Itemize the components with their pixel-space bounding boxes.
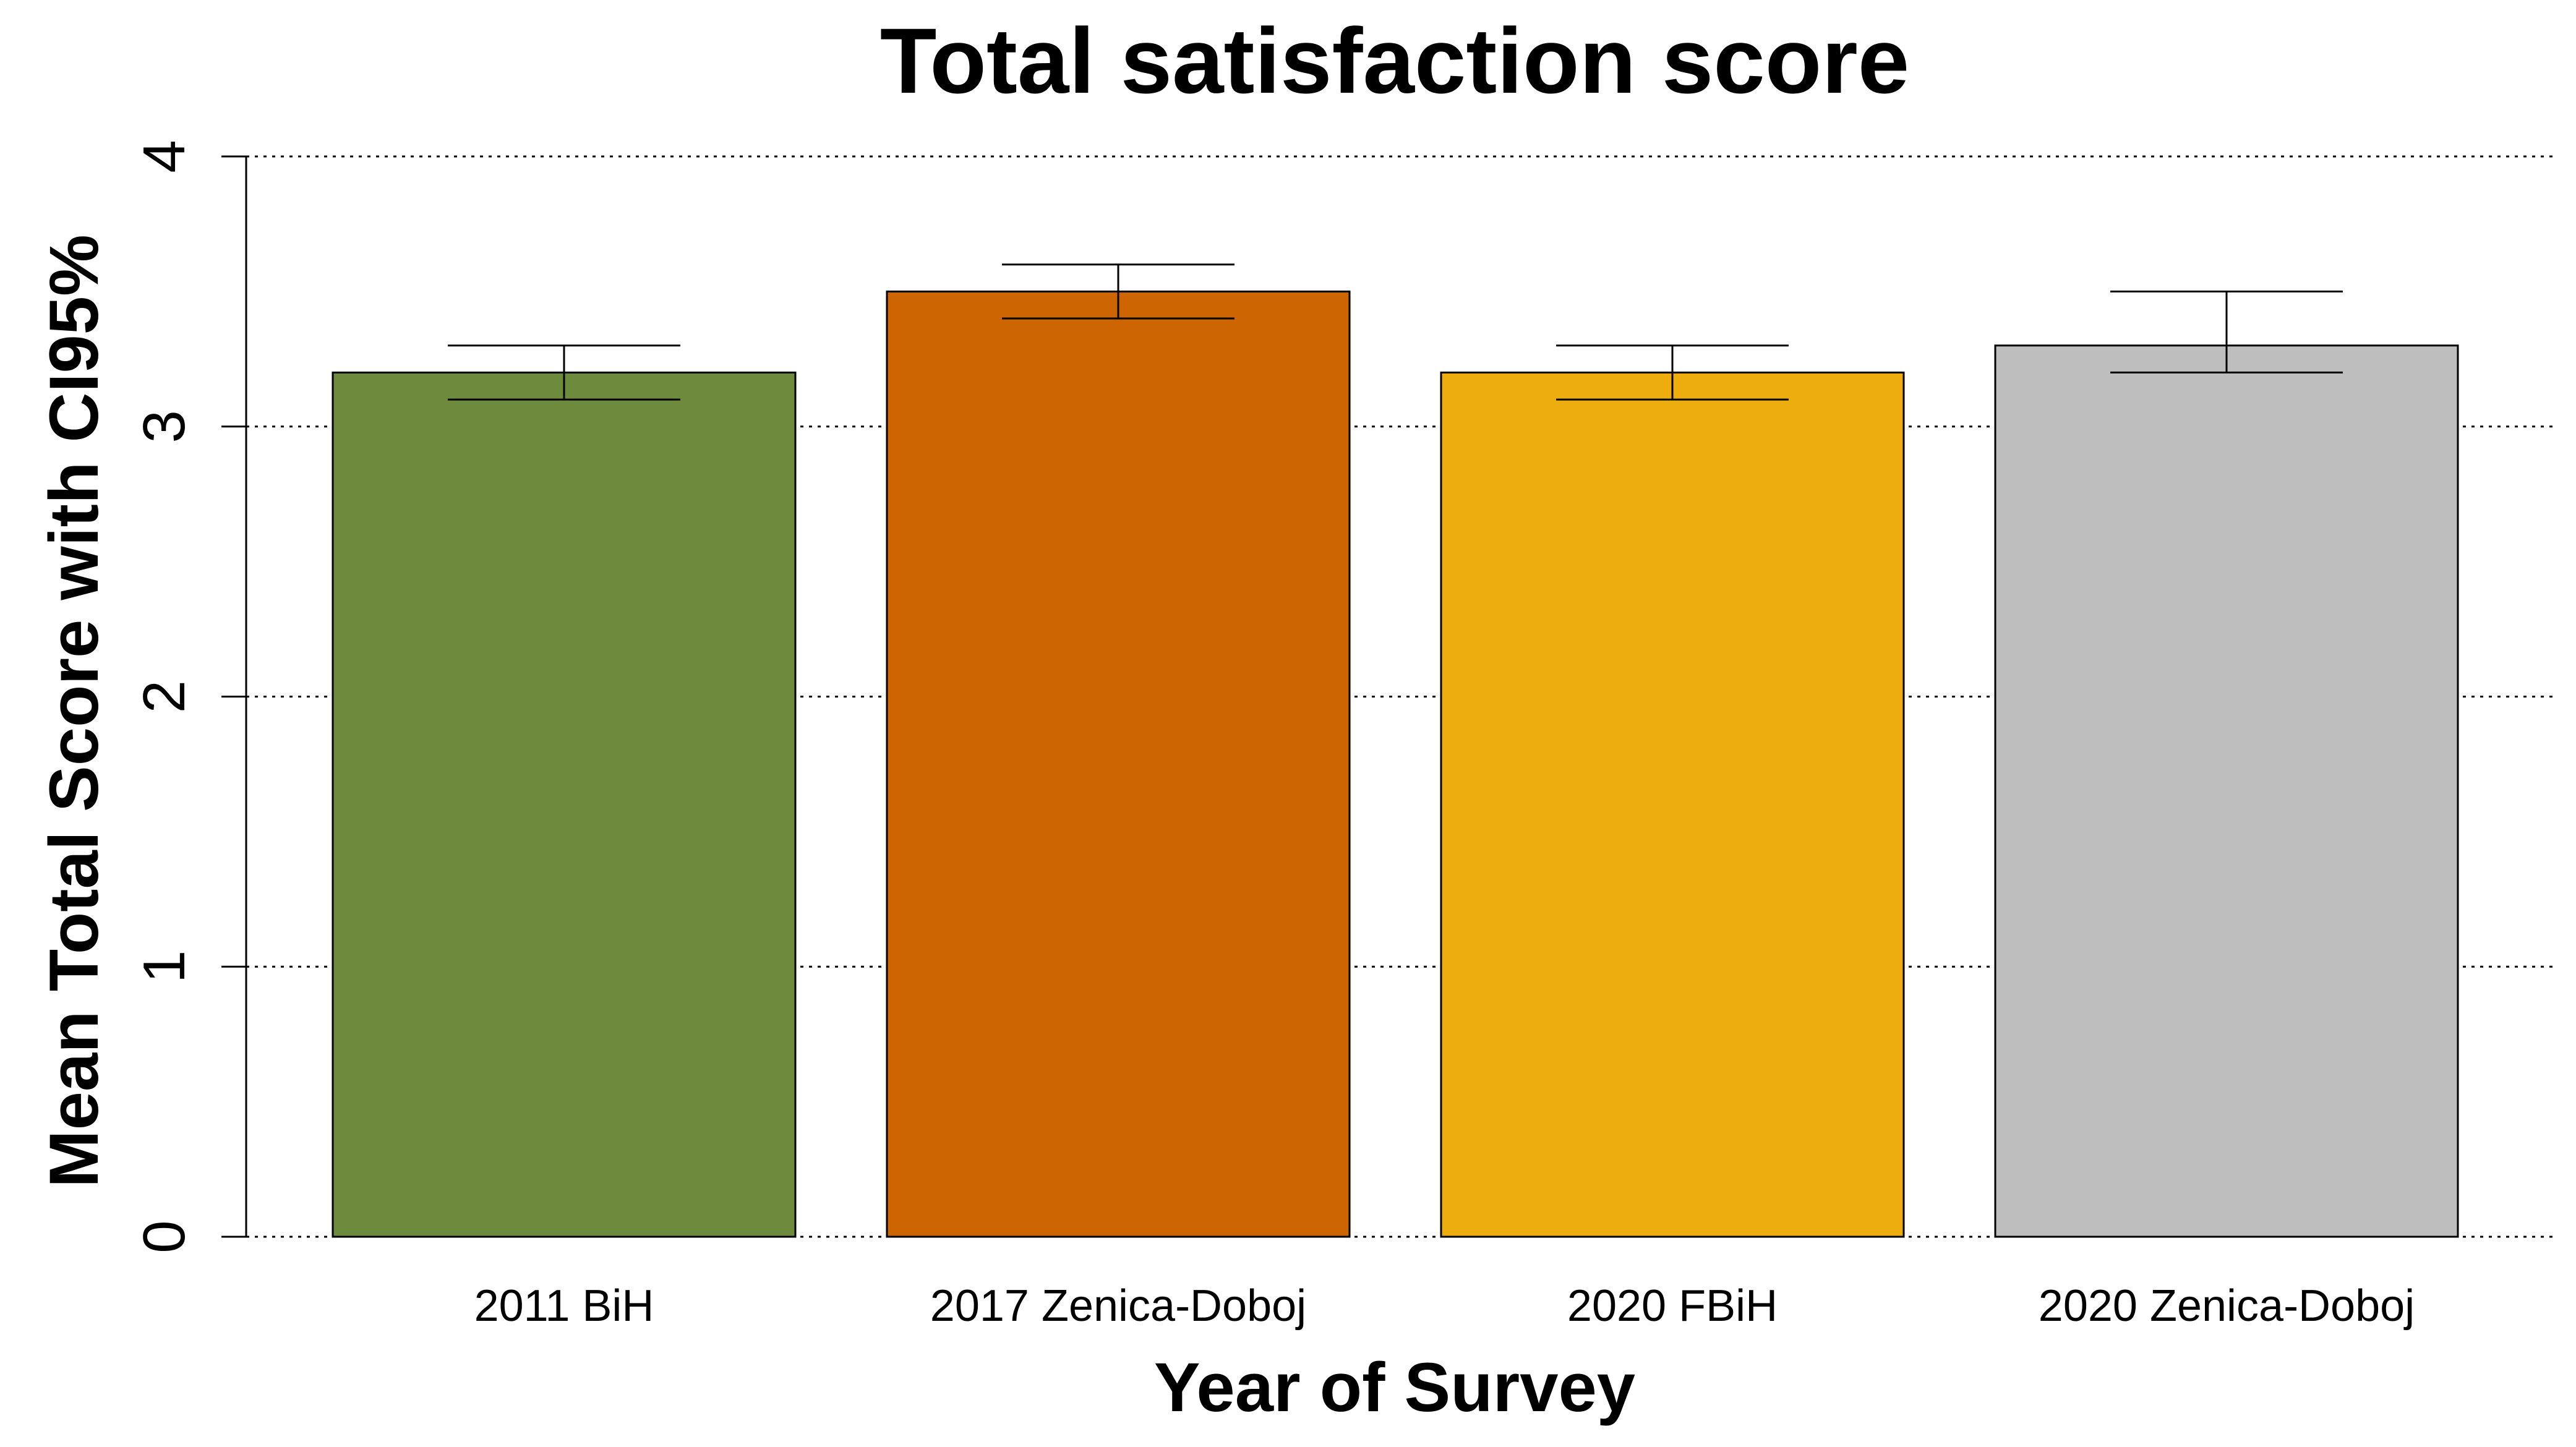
x-tick-label: 2020 Zenica-Doboj (2039, 1281, 2415, 1331)
bar (886, 290, 1351, 1238)
y-axis: 0 1 2 3 4 (131, 140, 247, 1253)
y-tick-label: 2 (131, 680, 197, 713)
y-axis-label: Mean Total Score with CI95% (35, 234, 113, 1187)
y-tick-label: 3 (131, 410, 197, 443)
x-axis-label: Year of Survey (1154, 1349, 1635, 1426)
y-tick-label: 4 (131, 140, 197, 173)
error-bars (448, 263, 2343, 401)
y-tick-label: 0 (131, 1220, 197, 1253)
bars (332, 290, 2459, 1238)
bar (332, 371, 797, 1238)
chart-title: Total satisfaction score (880, 9, 1909, 113)
x-tick-label: 2020 FBiH (1567, 1281, 1778, 1331)
x-tick-label: 2017 Zenica-Doboj (930, 1281, 1306, 1331)
bar (1440, 371, 1905, 1238)
y-tick-label: 1 (131, 950, 197, 983)
bar (1994, 344, 2459, 1238)
x-tick-label: 2011 BiH (474, 1281, 654, 1331)
x-tick-labels: 2011 BiH 2017 Zenica-Doboj 2020 FBiH 2020 Z… (474, 1281, 2415, 1331)
